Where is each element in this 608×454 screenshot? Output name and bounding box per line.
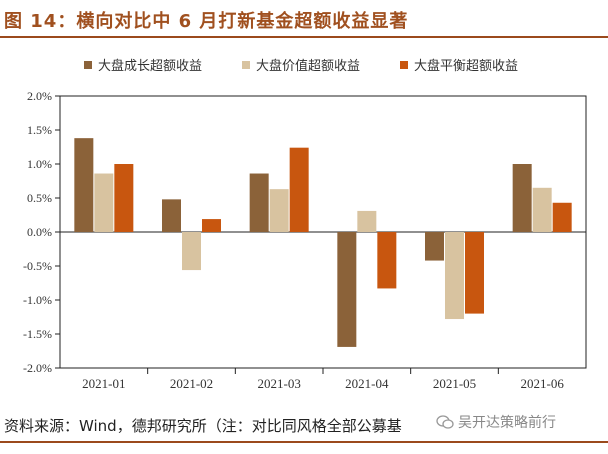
bar-2021-03-series-1 xyxy=(249,173,269,232)
x-tick-label: 2021-04 xyxy=(345,376,389,391)
bar-2021-05-series-2 xyxy=(445,232,464,320)
bar-2021-05-series-3 xyxy=(465,232,484,314)
footer-rule xyxy=(0,441,608,443)
figure-title-bar: 图 14：横向对比中 6 月打新基金超额收益显著 xyxy=(0,0,608,38)
legend-item-large-growth: 大盘成长超额收益 xyxy=(84,55,202,74)
legend-label-large-balanced: 大盘平衡超额收益 xyxy=(414,59,519,74)
legend-swatch-large-balanced xyxy=(400,60,408,69)
watermark-text: 吴开达策略前行 xyxy=(458,415,556,431)
bar-2021-02-series-3 xyxy=(202,219,221,232)
y-tick-label: -1.5% xyxy=(23,327,52,341)
x-tick-label: 2021-03 xyxy=(257,376,300,391)
source-note: 资料来源：Wind，德邦研究所（注：对比同风格全部公募基 xyxy=(4,417,402,435)
bar-2021-02-series-2 xyxy=(182,232,201,271)
legend-item-large-balanced: 大盘平衡超额收益 xyxy=(400,55,518,74)
chart-legend: 大盘成长超额收益 大盘价值超额收益 大盘平衡超额收益 xyxy=(84,55,588,74)
bar-2021-04-series-3 xyxy=(377,232,397,289)
legend-swatch-large-value xyxy=(242,60,250,69)
x-tick-label: 2021-01 xyxy=(82,376,125,391)
x-tick-label: 2021-05 xyxy=(433,376,476,391)
bar-2021-03-series-2 xyxy=(269,189,289,232)
bar-2021-01-series-1 xyxy=(74,138,94,232)
wechat-icon xyxy=(436,415,454,429)
bar-2021-06-series-1 xyxy=(512,164,532,232)
y-tick-label: -2.0% xyxy=(23,361,52,375)
bar-2021-03-series-3 xyxy=(289,147,309,232)
bar-2021-01-series-2 xyxy=(94,173,114,232)
bar-2021-06-series-3 xyxy=(552,202,572,232)
figure-title: 图 14：横向对比中 6 月打新基金超额收益显著 xyxy=(4,11,409,32)
y-tick-label: 0.0% xyxy=(27,225,52,239)
x-tick-label: 2021-02 xyxy=(170,376,213,391)
y-tick-label: -1.0% xyxy=(23,293,52,307)
bar-2021-06-series-2 xyxy=(532,187,552,232)
y-tick-label: 0.5% xyxy=(27,191,52,205)
bar-2021-02-series-1 xyxy=(162,199,181,232)
legend-label-large-value: 大盘价值超额收益 xyxy=(256,59,361,74)
bar-2021-05-series-1 xyxy=(425,232,444,261)
legend-item-large-value: 大盘价值超额收益 xyxy=(242,55,360,74)
bar-2021-04-series-1 xyxy=(337,232,357,347)
legend-swatch-large-growth xyxy=(84,60,92,69)
bar-chart: 2.0% 1.5% 1.0% 0.5% 0.0% -0.5% -1.0% -1.5% -2.0%… xyxy=(23,89,587,391)
bar-2021-01-series-3 xyxy=(114,164,134,232)
x-tick-label: 2021-06 xyxy=(520,376,564,391)
y-tick-label: -0.5% xyxy=(23,259,52,273)
y-tick-label: 1.5% xyxy=(27,123,52,137)
y-tick-label: 1.0% xyxy=(27,157,52,171)
legend-label-large-growth: 大盘成长超额收益 xyxy=(98,59,203,74)
bar-2021-04-series-2 xyxy=(357,210,377,232)
y-tick-label: 2.0% xyxy=(27,89,52,103)
